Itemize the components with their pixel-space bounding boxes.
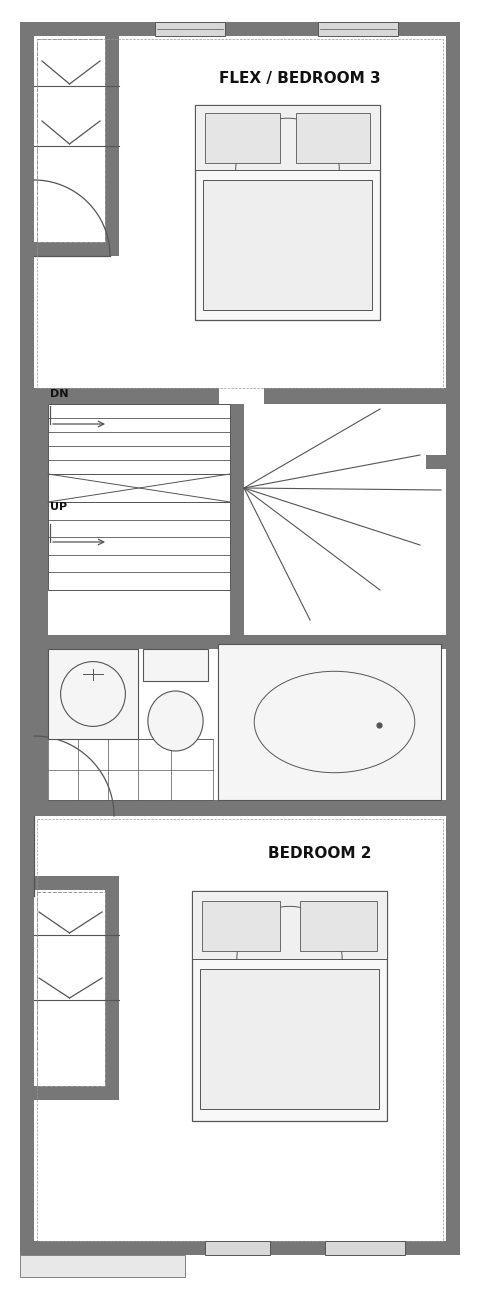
Bar [205, 1241, 270, 1255]
Bar [318, 22, 398, 36]
Bar [34, 635, 48, 800]
Bar [34, 388, 219, 404]
Bar [105, 36, 119, 243]
Bar [264, 388, 446, 404]
Bar [37, 39, 105, 243]
Bar [34, 876, 119, 890]
Bar [325, 1241, 405, 1255]
Bar [37, 819, 443, 1241]
Text: FLEX / BEDROOM 3: FLEX / BEDROOM 3 [219, 71, 381, 85]
Text: UP: UP [50, 502, 67, 512]
Bar [143, 649, 208, 681]
Bar [426, 455, 446, 470]
Bar [218, 644, 441, 800]
Bar [37, 39, 443, 388]
Bar [325, 1241, 405, 1255]
Text: BEDROOM 2: BEDROOM 2 [268, 846, 372, 862]
Bar [34, 1086, 119, 1100]
Bar [318, 22, 398, 36]
Bar [48, 649, 138, 739]
Bar [34, 243, 119, 255]
Bar [20, 1255, 185, 1277]
Bar [195, 104, 380, 320]
Bar [37, 891, 105, 1086]
Bar [202, 900, 279, 951]
Bar [20, 1241, 460, 1255]
Bar [192, 891, 387, 1121]
Bar [446, 22, 460, 1255]
Bar [230, 404, 244, 800]
Bar [205, 114, 279, 163]
Bar [48, 635, 446, 649]
Bar [48, 739, 213, 800]
Bar [203, 181, 372, 310]
Bar [195, 104, 380, 170]
Bar [20, 22, 34, 1255]
Bar [34, 800, 219, 817]
Bar [34, 404, 48, 800]
Ellipse shape [148, 691, 203, 751]
Bar [219, 800, 446, 817]
Bar [48, 404, 230, 473]
Bar [192, 891, 387, 958]
Bar [20, 22, 460, 36]
Bar [48, 473, 230, 502]
Bar [205, 1241, 270, 1255]
Bar [155, 22, 225, 36]
Bar [155, 22, 225, 36]
Bar [300, 900, 377, 951]
Bar [105, 876, 119, 1086]
Text: DN: DN [50, 390, 69, 399]
Bar [48, 502, 230, 590]
Bar [296, 114, 370, 163]
Bar [200, 969, 379, 1109]
